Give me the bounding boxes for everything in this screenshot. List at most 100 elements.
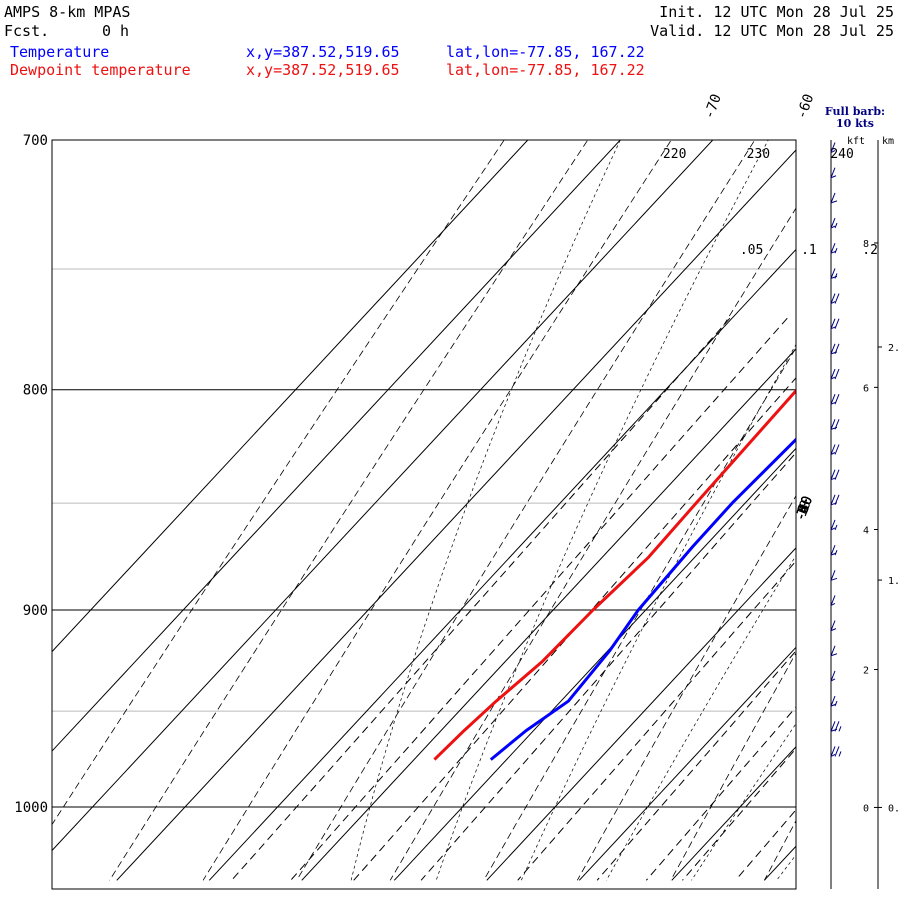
wind-barb-flag-3-0 bbox=[830, 217, 836, 229]
wind-barb-10 bbox=[830, 393, 840, 405]
wind-barb-0 bbox=[830, 142, 836, 154]
temperature-line bbox=[489, 437, 796, 761]
isotherm--10 bbox=[578, 646, 796, 881]
wind-barb-half-22 bbox=[834, 700, 838, 707]
wind-barb-flag-7-4 bbox=[834, 318, 840, 329]
wind-barb-flag-2-0 bbox=[830, 192, 836, 204]
dry-adiabat-200 bbox=[52, 140, 505, 826]
isotherm--30 bbox=[393, 447, 796, 881]
pressure-label-900: 900 bbox=[23, 603, 48, 619]
wind-barb-flag-10-4 bbox=[834, 393, 840, 405]
wind-barb-half-16 bbox=[834, 549, 838, 556]
thermo-grid bbox=[52, 140, 796, 881]
wind-barb-flag-15-0 bbox=[830, 519, 836, 531]
wind-barb-6 bbox=[830, 293, 840, 304]
isotherm--20 bbox=[486, 547, 796, 881]
wind-barb-flag-12-4 bbox=[834, 444, 840, 455]
wind-barb-flag-9-0 bbox=[830, 368, 836, 380]
kft-label-4: 4 bbox=[863, 526, 869, 537]
dry-adiabat-label-230: 230 bbox=[747, 147, 770, 162]
wind-barb-flag-10-0 bbox=[830, 393, 836, 405]
km-label-0: 0. bbox=[888, 803, 900, 814]
legend-temperature-xy: x,y=387.52,519.65 bbox=[246, 43, 400, 61]
moist-adiabat-1 bbox=[435, 140, 769, 881]
mixing-ratio-line-0.2 bbox=[353, 377, 796, 881]
height-axis-title: Full barb: bbox=[825, 105, 885, 118]
wind-barb-flag-14-0 bbox=[830, 494, 836, 506]
km-label-1: 1. bbox=[888, 576, 900, 587]
wind-barb-15 bbox=[830, 519, 838, 531]
wind-barb-8 bbox=[830, 343, 840, 355]
valid-time: Valid. 12 UTC Mon 28 Jul 25 bbox=[650, 22, 894, 40]
dry-adiabat-label-240: 240 bbox=[830, 147, 853, 162]
moist-adiabat-5 bbox=[776, 854, 796, 881]
dry-adiabat-270 bbox=[670, 652, 796, 881]
wind-barb-flag-19-0 bbox=[830, 620, 836, 631]
wind-barb-24 bbox=[830, 746, 842, 757]
wind-barb-flag-18-0 bbox=[830, 595, 836, 606]
mixing-ratio-line-6 bbox=[735, 809, 796, 881]
model-title: AMPS 8-km MPAS bbox=[4, 3, 131, 21]
wind-barb-7 bbox=[830, 318, 840, 330]
wind-barb-flag-13-4 bbox=[834, 469, 840, 480]
wind-barb-flag-14-4 bbox=[834, 494, 840, 506]
wind-barb-20 bbox=[830, 645, 838, 657]
wind-barb-flag-21-0 bbox=[830, 670, 836, 682]
mixing-ratio-line-0.1 bbox=[290, 317, 788, 881]
isotherm--50 bbox=[208, 248, 796, 881]
forecast-value: 0 h bbox=[102, 22, 130, 40]
wind-barb-half-5 bbox=[834, 273, 838, 279]
wind-barb-2 bbox=[830, 192, 838, 204]
pressure-label-800: 800 bbox=[23, 383, 48, 399]
wind-barb-flag-9-4 bbox=[834, 368, 840, 380]
height-units-kft: kft bbox=[847, 136, 865, 147]
kft-label-0: 0 bbox=[863, 803, 869, 814]
wind-barb-flag-24-0 bbox=[830, 746, 836, 757]
init-time: Init. 12 UTC Mon 28 Jul 25 bbox=[659, 3, 894, 21]
height-units-km: km bbox=[882, 136, 894, 147]
pressure-label-700: 700 bbox=[23, 133, 48, 149]
wind-barb-14 bbox=[830, 494, 840, 506]
isotherm-0 bbox=[671, 746, 796, 881]
wind-barb-half-4 bbox=[834, 248, 838, 254]
height-axis-subtitle: 10 kts bbox=[836, 117, 874, 130]
wind-barb-flag-8-0 bbox=[830, 343, 836, 355]
wind-barb-23 bbox=[830, 721, 842, 732]
isotherm--90 bbox=[52, 140, 529, 653]
wind-barb-flag-5-0 bbox=[830, 268, 836, 279]
dry-adiabat-220 bbox=[202, 140, 672, 881]
mixing-ratio-line-4 bbox=[682, 747, 796, 881]
mixing-ratio-line-0.4 bbox=[420, 451, 796, 881]
legend-dewpoint-name: Dewpoint temperature bbox=[10, 61, 191, 79]
isotherm-label-10: 10 bbox=[794, 498, 815, 519]
wind-barb-flag-11-0 bbox=[830, 419, 836, 430]
wind-barb-staff-1 bbox=[830, 175, 837, 179]
wind-barb-flag-1-0 bbox=[830, 167, 836, 178]
isotherm--70 bbox=[52, 140, 714, 852]
dry-adiabat-240 bbox=[389, 207, 796, 881]
kft-label-8: 8 bbox=[863, 239, 869, 250]
dry-adiabat-230 bbox=[296, 140, 756, 881]
pressure-label-1000: 1000 bbox=[14, 800, 48, 816]
mixing-ratio-line-1 bbox=[517, 560, 796, 881]
sounding-series bbox=[433, 388, 796, 761]
wind-barb-flag-23-0 bbox=[830, 721, 836, 732]
mixing-ratio-label-p05: .05 bbox=[740, 243, 763, 258]
wind-barb-1 bbox=[830, 167, 837, 179]
legend-temperature-name: Temperature bbox=[10, 43, 110, 61]
wind-barb-half-24 bbox=[838, 751, 842, 757]
wind-barb-flag-16-0 bbox=[830, 544, 836, 556]
wind-barb-flag-23-4 bbox=[834, 721, 840, 732]
wind-barb-17 bbox=[830, 570, 838, 581]
wind-barb-half-23 bbox=[838, 726, 842, 732]
legend-temperature-latlon: lat,lon=-77.85, 167.22 bbox=[446, 43, 645, 61]
wind-barb-flag-12-0 bbox=[830, 444, 836, 455]
wind-barb-5 bbox=[830, 268, 838, 279]
mixing-ratio-label-p2: .2 bbox=[862, 243, 878, 258]
wind-barb-16 bbox=[830, 544, 838, 556]
legend-dewpoint-xy: x,y=387.52,519.65 bbox=[246, 61, 400, 79]
wind-barb-22 bbox=[830, 695, 838, 707]
isotherm--40 bbox=[301, 348, 796, 881]
km-label-2: 2. bbox=[888, 343, 900, 354]
